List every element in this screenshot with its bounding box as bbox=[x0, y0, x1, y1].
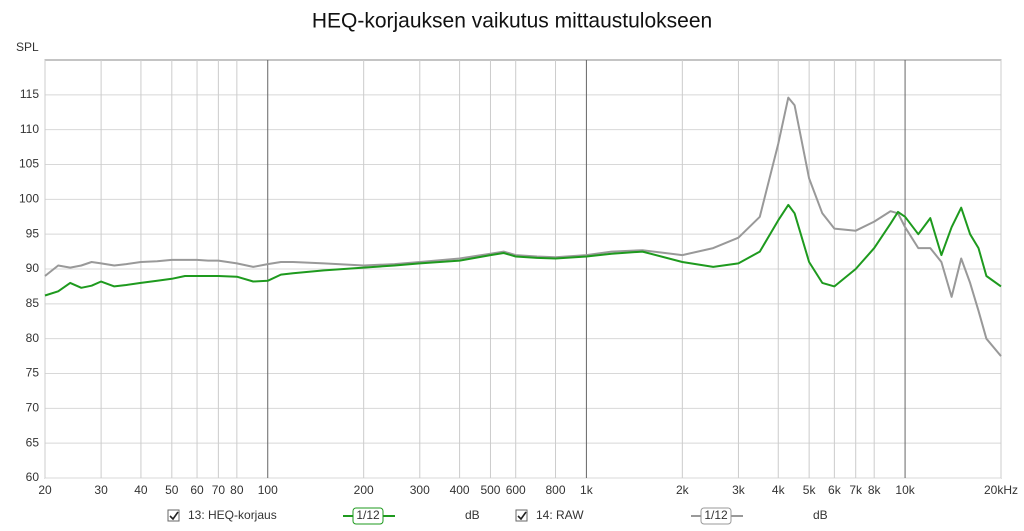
x-tick-label: 100 bbox=[258, 483, 278, 497]
y-axis-label: SPL bbox=[16, 40, 39, 54]
x-tick-label: 7k bbox=[849, 483, 863, 497]
y-tick-label: 115 bbox=[20, 87, 39, 101]
x-tick-label: 40 bbox=[134, 483, 148, 497]
x-tick-label: 10k bbox=[895, 483, 915, 497]
legend-name: 14: RAW bbox=[536, 508, 584, 522]
x-tick-label: 600 bbox=[506, 483, 526, 497]
x-tick-label: 500 bbox=[480, 483, 500, 497]
legend-smoothing: 1/12 bbox=[704, 508, 728, 522]
legend-check bbox=[169, 511, 179, 521]
x-tick-label: 30 bbox=[94, 483, 108, 497]
y-tick-label: 80 bbox=[26, 331, 40, 345]
chart-title: HEQ-korjauksen vaikutus mittaustulokseen bbox=[312, 10, 712, 33]
x-tick-label: 8k bbox=[868, 483, 882, 497]
legend-checkbox[interactable] bbox=[167, 509, 180, 522]
y-tick-label: 85 bbox=[26, 296, 40, 310]
x-tick-label: 1k bbox=[580, 483, 594, 497]
legend-smoothing: 1/12 bbox=[356, 508, 380, 522]
x-tick-label: 4k bbox=[772, 483, 786, 497]
series-line bbox=[44, 203, 1002, 297]
x-tick-label: 20 bbox=[38, 483, 52, 497]
x-tick-label: 5k bbox=[803, 483, 817, 497]
x-tick-label: 2k bbox=[676, 483, 690, 497]
legend-checkbox[interactable] bbox=[515, 509, 528, 522]
legend-unit: dB bbox=[813, 508, 828, 522]
x-tick-label: 6k bbox=[828, 483, 842, 497]
x-tick-label: 300 bbox=[410, 483, 430, 497]
series-line bbox=[44, 96, 1002, 357]
x-tick-label: 50 bbox=[165, 483, 179, 497]
y-tick-label: 105 bbox=[19, 157, 39, 171]
x-tick-label: 200 bbox=[354, 483, 374, 497]
x-tick-label: 60 bbox=[190, 483, 204, 497]
y-tick-label: 100 bbox=[19, 192, 39, 206]
legend-smoothing-box[interactable] bbox=[700, 507, 732, 525]
y-tick-label: 65 bbox=[26, 435, 40, 449]
y-tick-label: 60 bbox=[26, 470, 40, 484]
legend-unit: dB bbox=[465, 508, 480, 522]
x-tick-label: 800 bbox=[546, 483, 566, 497]
legend-smoothing-box[interactable] bbox=[352, 507, 384, 525]
y-tick-label: 90 bbox=[26, 261, 40, 275]
x-tick-label: 20kHz bbox=[984, 483, 1018, 497]
x-tick-label: 80 bbox=[230, 483, 244, 497]
x-tick-label: 70 bbox=[212, 483, 226, 497]
x-tick-label: 400 bbox=[450, 483, 470, 497]
y-tick-label: 95 bbox=[26, 226, 40, 240]
legend-check bbox=[517, 511, 527, 521]
y-tick-label: 70 bbox=[26, 401, 40, 415]
y-tick-label: 75 bbox=[26, 366, 40, 380]
x-tick-label: 3k bbox=[732, 483, 746, 497]
y-tick-label: 110 bbox=[20, 122, 39, 136]
legend-name: 13: HEQ-korjaus bbox=[188, 508, 277, 522]
